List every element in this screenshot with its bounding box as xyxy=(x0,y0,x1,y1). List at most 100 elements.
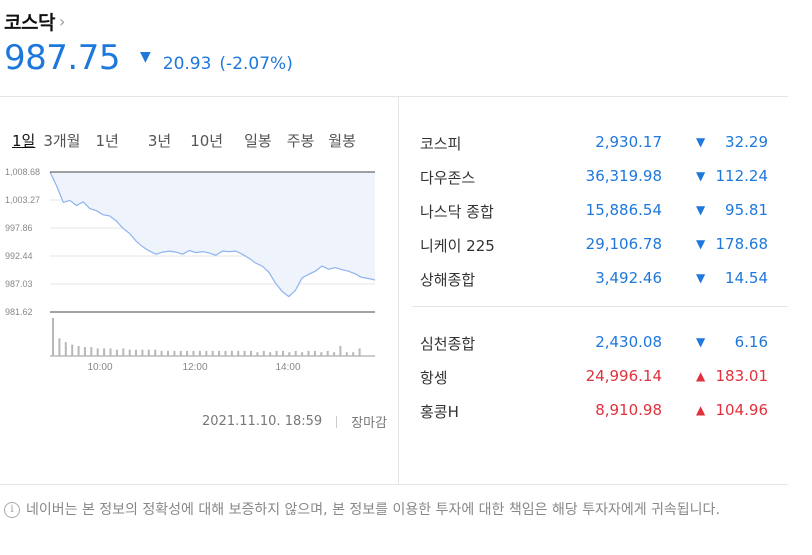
volume-bar xyxy=(218,350,221,356)
volume-bar xyxy=(237,350,240,356)
index-row[interactable]: 심천종합 2,430.08 ▼ 6.16 xyxy=(418,333,788,367)
index-row[interactable]: 항셍 24,996.14 ▲ 183.01 xyxy=(418,367,788,401)
period-tab-5[interactable]: 일봉 xyxy=(244,132,272,150)
period-tab-6[interactable]: 주봉 xyxy=(286,132,315,150)
y-tick-label: 997.86 xyxy=(5,223,33,233)
volume-bar xyxy=(275,350,278,356)
volume-bar xyxy=(173,350,176,356)
index-value: 15,886.54 xyxy=(585,201,662,219)
volume-bar xyxy=(358,348,361,356)
period-tab-7[interactable]: 월봉 xyxy=(328,132,356,150)
price-area xyxy=(50,172,375,297)
down-triangle-icon: ▼ xyxy=(696,335,706,349)
y-tick-label: 987.03 xyxy=(5,279,33,289)
volume-bar xyxy=(345,352,348,356)
index-row[interactable]: 상해종합 3,492.46 ▼ 14.54 xyxy=(418,269,788,303)
timestamp: 2021.11.10. 18:59 xyxy=(202,414,323,429)
up-triangle-icon: ▲ xyxy=(696,369,706,383)
volume-bar xyxy=(313,350,316,356)
disclaimer: i 네이버는 본 정보의 정확성에 대해 보증하지 않으며, 본 정보를 이용한 … xyxy=(4,500,794,520)
index-row[interactable]: 홍콩H 8,910.98 ▲ 104.96 xyxy=(418,401,788,435)
down-triangle-icon: ▼ xyxy=(139,49,151,65)
y-tick-label: 992.44 xyxy=(5,251,33,261)
volume-bar xyxy=(333,352,336,356)
index-row[interactable]: 코스피 2,930.17 ▼ 32.29 xyxy=(418,133,788,167)
index-title-link[interactable]: 코스닥 › xyxy=(4,8,65,35)
volume-bar xyxy=(282,350,284,356)
volume-bar xyxy=(326,350,329,356)
volume-bar xyxy=(230,350,233,356)
current-price: 987.75 xyxy=(4,38,120,78)
volume-bar xyxy=(167,350,169,356)
volume-bar xyxy=(320,352,323,356)
index-name: 심천종합 xyxy=(420,335,476,353)
index-change: 14.54 xyxy=(725,269,768,287)
index-change: 32.29 xyxy=(725,133,768,151)
timestamp-row: 2021.11.10. 18:59 장마감 xyxy=(202,412,387,431)
price-change: 20.93 xyxy=(162,54,212,74)
volume-bar xyxy=(211,350,214,356)
index-row[interactable]: 니케이 225 29,106.78 ▼ 178.68 xyxy=(418,235,788,269)
volume-bar xyxy=(141,349,144,356)
volume-bar xyxy=(339,345,342,356)
volume-bar xyxy=(135,349,137,356)
down-triangle-icon: ▼ xyxy=(696,203,706,217)
info-icon: i xyxy=(4,502,20,518)
period-tab-0[interactable]: 1일 xyxy=(12,132,36,150)
down-triangle-icon: ▼ xyxy=(696,135,706,149)
x-tick-label: 12:00 xyxy=(182,362,207,373)
index-name: 코스피 xyxy=(420,135,462,153)
index-change: 183.01 xyxy=(715,367,769,385)
volume-bar xyxy=(198,350,201,356)
period-tab-1[interactable]: 3개월 xyxy=(43,132,81,150)
index-group-divider xyxy=(412,306,788,307)
index-value: 2,930.17 xyxy=(595,133,662,151)
down-triangle-icon: ▼ xyxy=(696,271,706,285)
volume-bar xyxy=(109,348,112,356)
volume-bar xyxy=(64,342,67,356)
index-title: 코스닥 xyxy=(4,12,55,34)
volume-bar xyxy=(262,350,265,356)
index-value: 8,910.98 xyxy=(595,401,662,419)
volume-bar xyxy=(128,349,131,356)
volume-bar xyxy=(71,344,74,356)
volume-bar xyxy=(83,347,86,356)
down-triangle-icon: ▼ xyxy=(696,169,706,183)
volume-bar xyxy=(224,350,227,356)
index-value: 36,319.98 xyxy=(585,167,662,185)
index-change: 95.81 xyxy=(725,201,768,219)
disclaimer-text: 네이버는 본 정보의 정확성에 대해 보증하지 않으며, 본 정보를 이용한 투… xyxy=(26,502,720,518)
volume-bar xyxy=(52,318,54,356)
chevron-right-icon: › xyxy=(58,12,66,31)
index-row[interactable]: 나스닥 종합 15,886.54 ▼ 95.81 xyxy=(418,201,788,235)
volume-bar xyxy=(90,347,93,356)
down-triangle-icon: ▼ xyxy=(696,237,706,251)
volume-bar xyxy=(186,350,189,356)
index-row[interactable]: 다우존스 36,319.98 ▼ 112.24 xyxy=(418,167,788,201)
index-value: 29,106.78 xyxy=(585,235,662,253)
period-tab-3[interactable]: 3년 xyxy=(147,132,172,150)
volume-bar xyxy=(96,348,99,356)
volume-bar xyxy=(294,350,297,356)
volume-bar xyxy=(154,349,157,356)
index-value: 2,430.08 xyxy=(595,333,662,351)
index-change: 6.16 xyxy=(734,333,768,351)
index-name: 홍콩H xyxy=(420,403,459,421)
market-status: 장마감 xyxy=(351,416,388,431)
footer-divider xyxy=(0,484,788,485)
period-tab-4[interactable]: 10년 xyxy=(190,132,224,150)
index-change: 112.24 xyxy=(715,167,769,185)
intraday-chart: 1,008.68 1,003.27 997.86 992.44 987.03 981.62… xyxy=(5,167,376,373)
volume-bar xyxy=(147,349,150,356)
volume-bar xyxy=(179,350,182,356)
price-summary: 987.75 ▼ 20.93 (-2.07%) xyxy=(4,38,293,78)
volume-bar xyxy=(160,350,163,356)
index-name: 나스닥 종합 xyxy=(420,203,494,221)
period-tab-2[interactable]: 1년 xyxy=(95,132,119,150)
price-change-percent: (-2.07%) xyxy=(219,54,293,74)
section-divider xyxy=(0,96,788,97)
volume-bar xyxy=(77,345,80,356)
index-name: 상해종합 xyxy=(420,271,476,289)
volume-bar xyxy=(307,350,310,356)
index-change: 178.68 xyxy=(715,235,769,253)
